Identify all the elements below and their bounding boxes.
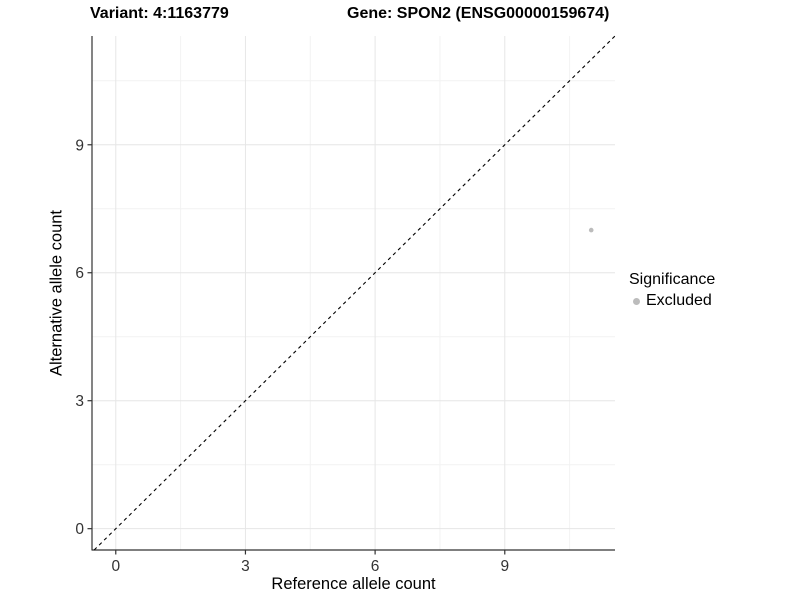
y-tick-label: 3 [75,393,84,410]
data-point [588,227,594,233]
y-tick-label: 0 [75,521,84,538]
y-tick-label: 6 [75,265,84,282]
x-tick-label: 3 [241,558,250,575]
legend: Significance Excluded [629,271,715,310]
identity-dashed-line [93,35,616,551]
x-axis-title: Reference allele count [271,575,436,593]
gene-title: Gene: SPON2 (ENSG00000159674) [347,5,610,22]
legend-title: Significance [629,271,716,288]
variant-title: Variant: 4:1163779 [90,5,229,22]
x-tick-label: 9 [500,558,509,575]
y-axis-title: Alternative allele count [47,209,66,377]
x-tick-label: 0 [111,558,120,575]
x-tick-label: 6 [371,558,380,575]
legend-entry-label: Excluded [646,292,712,309]
excluded-point-icon [633,297,640,305]
legend-entry-excluded: Excluded [629,292,715,310]
y-tick-label: 9 [75,137,84,154]
